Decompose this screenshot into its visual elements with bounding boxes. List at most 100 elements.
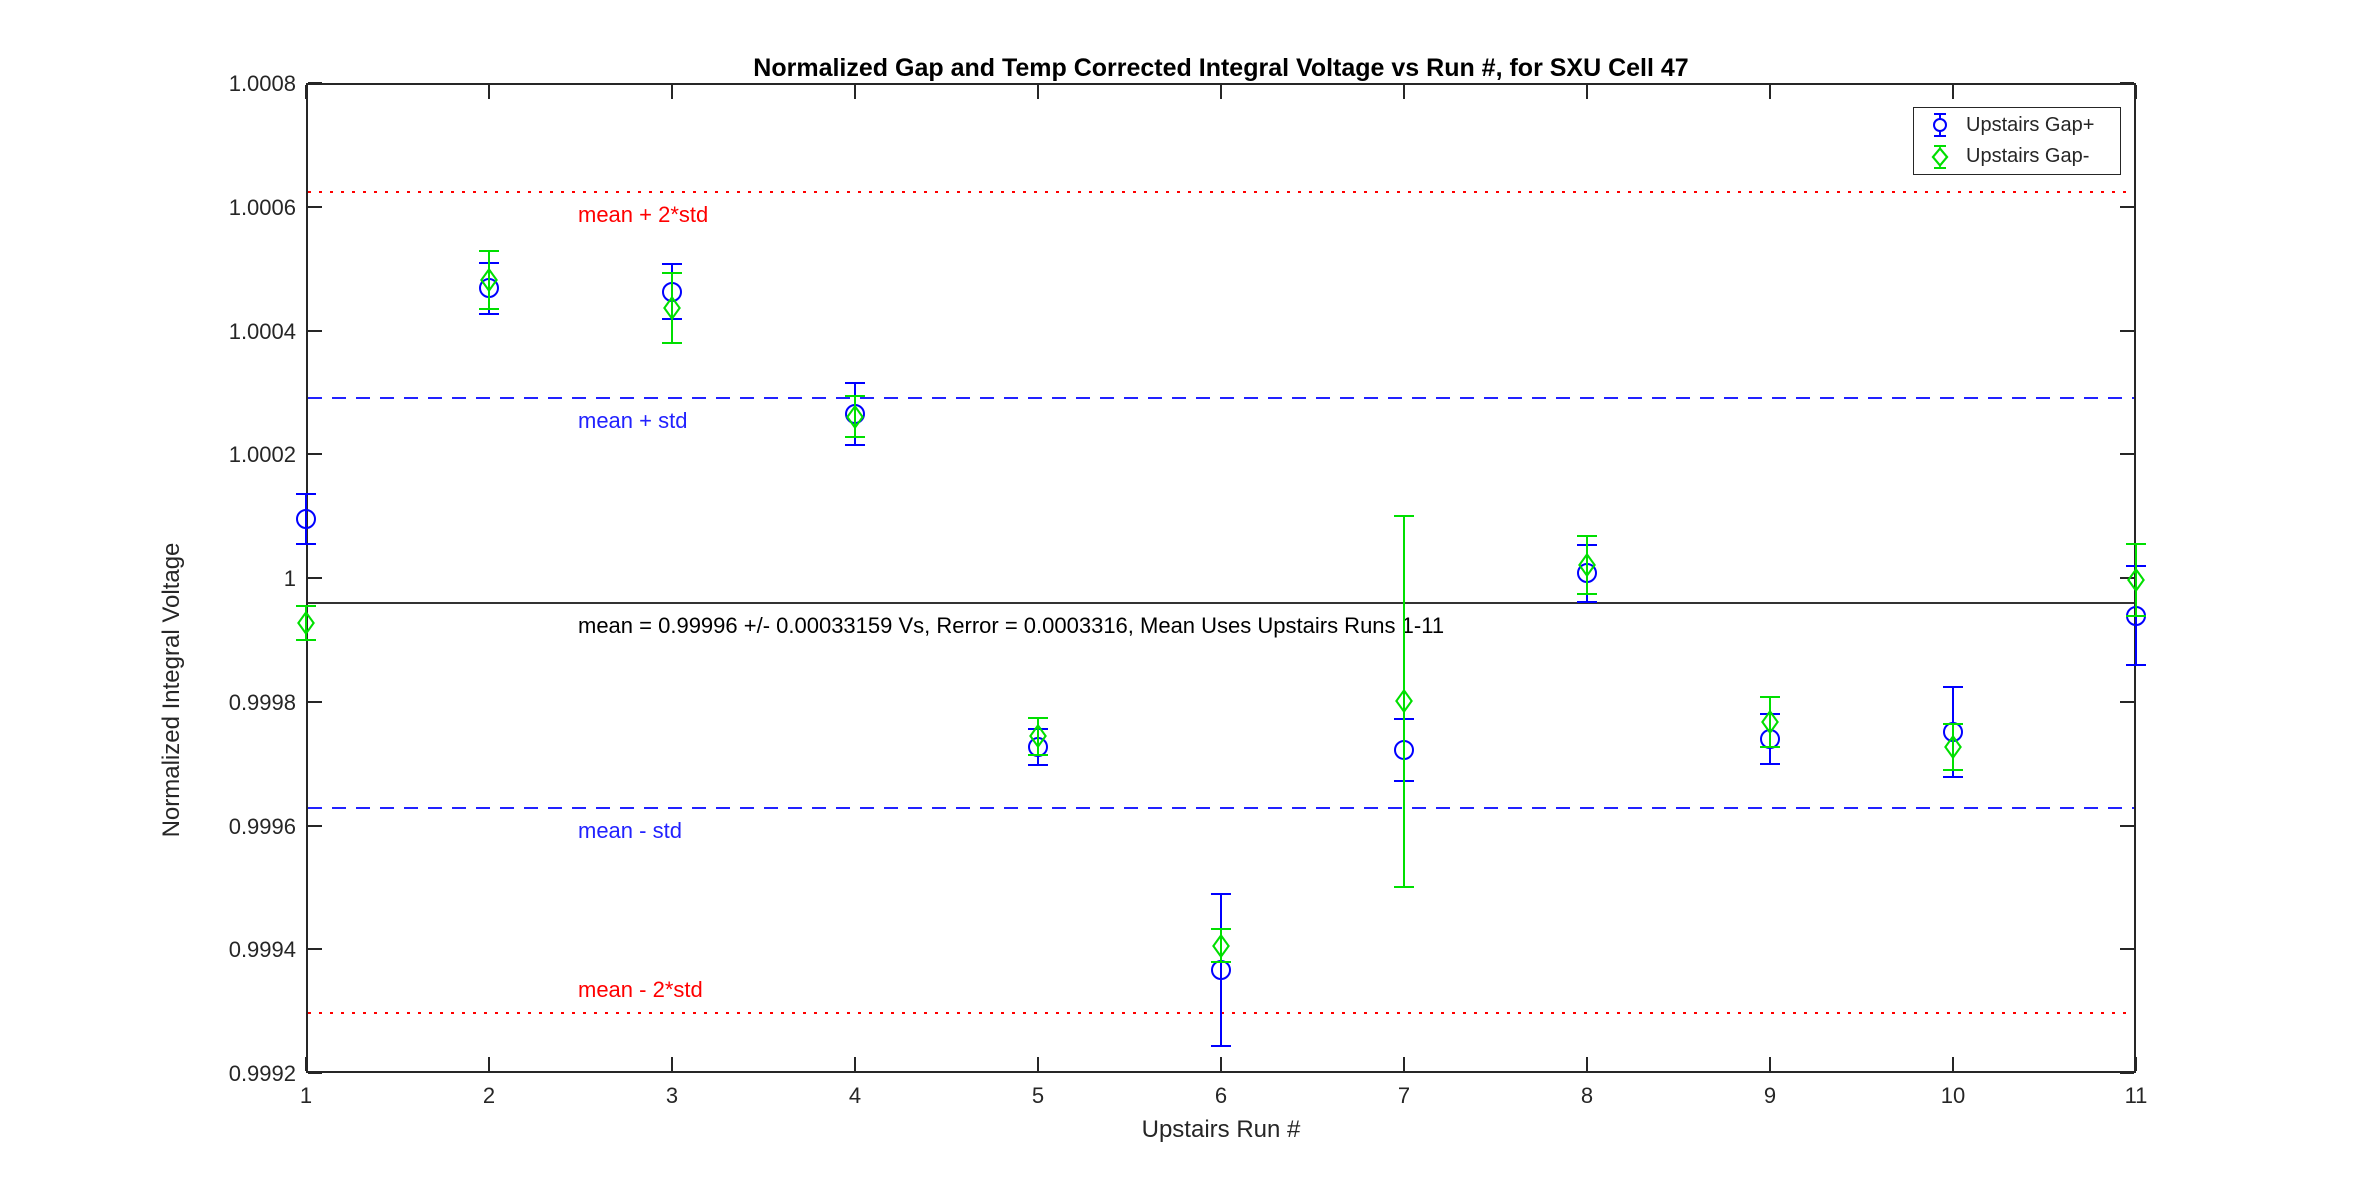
x-tick-bottom	[1952, 1057, 1954, 1071]
errorbar-cap-top	[1577, 534, 1597, 537]
x-tick-top	[305, 85, 307, 99]
errorbar-cap-bottom	[1028, 763, 1048, 766]
errorbar-cap-top	[1943, 685, 1963, 688]
errorbar-cap-top	[845, 395, 865, 398]
errorbar-cap-bottom	[1577, 600, 1597, 603]
errorbar-line	[305, 605, 307, 641]
y-tick-left	[308, 948, 322, 951]
errorbar-circle-icon	[1914, 111, 1966, 139]
x-tick-top	[1769, 85, 1771, 99]
errorbar-line	[1220, 928, 1222, 963]
x-tick-label: 2	[482, 1083, 496, 1108]
errorbar-cap-top	[1394, 514, 1414, 517]
y-tick-left	[308, 824, 322, 827]
y-tick-label: 1	[283, 566, 296, 591]
x-tick-label: 10	[1940, 1083, 1966, 1108]
y-tick-left	[308, 205, 322, 208]
legend-item-gap-minus: Upstairs Gap-	[1914, 143, 2120, 171]
errorbar-line	[1952, 724, 1954, 770]
errorbar-cap-bottom	[662, 342, 682, 345]
x-tick-bottom	[671, 1057, 673, 1071]
legend: Upstairs Gap+ Upstairs Gap-	[1913, 107, 2121, 175]
y-tick-right	[2120, 700, 2134, 703]
x-tick-bottom	[1220, 1057, 1222, 1071]
errorbar-cap-bottom	[1211, 1045, 1231, 1048]
x-tick-top	[488, 85, 490, 99]
errorbar-line	[1769, 697, 1771, 747]
x-tick-bottom	[305, 1057, 307, 1071]
errorbar-cap-top	[1211, 927, 1231, 930]
x-tick-top	[671, 85, 673, 99]
x-tick-bottom	[1586, 1057, 1588, 1071]
x-tick-top	[1403, 85, 1405, 99]
errorbar-cap-bottom	[296, 639, 316, 642]
errorbar-line	[1403, 515, 1405, 887]
y-tick-right	[2120, 205, 2134, 208]
y-tick-right	[2120, 453, 2134, 456]
refline-mean-minus-std	[308, 806, 2134, 809]
errorbar-line	[854, 396, 856, 437]
refline-label-mean-minus-std: mean - std	[578, 817, 682, 843]
x-tick-label: 3	[665, 1083, 679, 1108]
x-tick-top	[854, 85, 856, 99]
refline-label-mean: mean = 0.99996 +/- 0.00033159 Vs, Rerror…	[578, 612, 1445, 638]
y-tick-label: 1.0002	[228, 442, 296, 468]
errorbar-line	[488, 250, 490, 309]
errorbar-line	[1037, 717, 1039, 755]
errorbar-cap-bottom	[479, 312, 499, 315]
x-tick-top	[1220, 85, 1222, 99]
x-axis-label: Upstairs Run #	[1141, 1116, 1301, 1143]
x-tick-top	[1586, 85, 1588, 99]
errorbar-line	[2135, 543, 2137, 616]
legend-label-gap-plus: Upstairs Gap+	[1966, 113, 2095, 136]
y-axis-label: Normalized Integral Voltage	[158, 542, 185, 838]
errorbar-cap-bottom	[1760, 745, 1780, 748]
y-tick-label: 0.9992	[228, 1061, 296, 1086]
errorbar-diamond-icon	[1914, 143, 1966, 171]
y-tick-label: 1.0008	[228, 71, 296, 96]
refline-mean	[308, 601, 2134, 604]
errorbar-cap-bottom	[1760, 762, 1780, 765]
errorbar-cap-bottom	[296, 542, 316, 545]
x-tick-label: 4	[848, 1083, 862, 1108]
errorbar-cap-top	[479, 249, 499, 252]
errorbar-cap-bottom	[1028, 753, 1048, 756]
y-tick-left	[308, 329, 322, 332]
errorbar-line	[671, 272, 673, 344]
refline-label-mean-plus-std: mean + std	[578, 407, 688, 433]
refline-label-mean-minus-2std: mean - 2*std	[578, 977, 703, 1003]
refline-mean-plus-2std	[308, 191, 2134, 194]
x-tick-bottom	[488, 1057, 490, 1071]
y-tick-label: 1.0004	[228, 318, 296, 344]
x-tick-bottom	[2135, 1057, 2137, 1071]
y-tick-left	[308, 1072, 322, 1074]
x-tick-top	[1037, 85, 1039, 99]
y-tick-left	[308, 453, 322, 456]
refline-label-mean-plus-2std: mean + 2*std	[578, 202, 709, 228]
y-tick-right	[2120, 824, 2134, 827]
x-tick-bottom	[1403, 1057, 1405, 1071]
errorbar-cap-bottom	[2126, 664, 2146, 667]
errorbar-cap-bottom	[1577, 593, 1597, 596]
errorbar-cap-bottom	[479, 307, 499, 310]
y-tick-label: 0.9998	[228, 689, 296, 715]
errorbar-cap-top	[296, 493, 316, 496]
legend-label-gap-minus: Upstairs Gap-	[1966, 145, 2090, 168]
y-tick-label: 1.0006	[228, 194, 296, 220]
errorbar-line	[1586, 535, 1588, 595]
x-tick-label: 5	[1031, 1083, 1045, 1108]
x-tick-top	[2135, 85, 2137, 99]
x-tick-label: 9	[1763, 1083, 1777, 1108]
refline-mean-plus-std	[308, 396, 2134, 399]
errorbar-cap-top	[2126, 542, 2146, 545]
x-tick-bottom	[1037, 1057, 1039, 1071]
y-tick-right	[2120, 329, 2134, 332]
y-tick-label: 0.9994	[228, 937, 296, 963]
errorbar-cap-top	[662, 271, 682, 274]
y-tick-right	[2120, 82, 2134, 84]
x-tick-bottom	[854, 1057, 856, 1071]
x-tick-top	[1952, 85, 1954, 99]
x-tick-label: 6	[1214, 1083, 1228, 1108]
errorbar-cap-bottom	[1211, 961, 1231, 964]
